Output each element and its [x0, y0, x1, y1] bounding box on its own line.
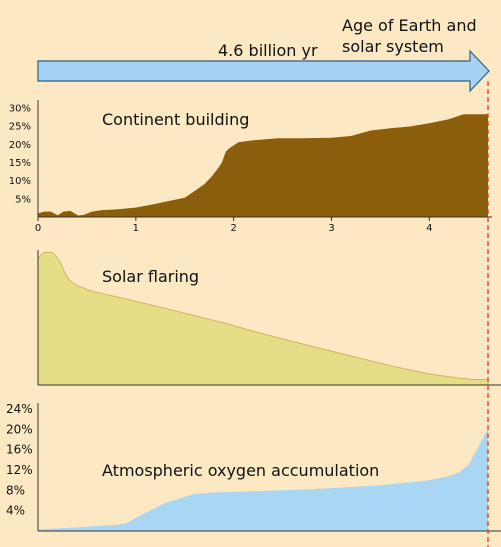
oxygen-y-tick-label: 4% [6, 504, 25, 518]
continent-y-tick-label: 25% [9, 122, 31, 133]
continent-y-tick-label: 30% [9, 104, 31, 115]
oxygen-title: Atmospheric oxygen accumulation [102, 461, 379, 480]
oxygen-y-tick-label: 20% [6, 422, 33, 436]
continent-y-tick-label: 5% [15, 194, 31, 205]
arrow-caption-line2: solar system [342, 37, 444, 56]
oxygen-y-tick-label: 16% [6, 443, 33, 457]
continent-area [38, 114, 488, 217]
continent-x-tick-label: 1 [133, 223, 139, 234]
solar-area [37, 252, 489, 386]
continent-title: Continent building [102, 110, 249, 129]
oxygen-area [38, 428, 488, 531]
solar-panel: Solar flaring [37, 250, 501, 386]
oxygen-y-ticks: 4% 8% 12% 16% 20% 24% [6, 402, 33, 518]
continent-x-ticks: 0 1 2 3 4 [35, 217, 432, 234]
continent-x-tick-label: 2 [231, 223, 237, 234]
continent-x-tick-label: 4 [426, 223, 432, 234]
oxygen-y-tick-label: 12% [6, 463, 33, 477]
oxygen-panel: 4% 8% 12% 16% 20% 24% Atmospheric oxygen accu… [6, 402, 501, 532]
arrow-caption-line1: Age of Earth and [342, 16, 477, 35]
continent-y-tick-label: 10% [9, 176, 31, 187]
continent-y-tick-label: 15% [9, 158, 31, 169]
solar-title: Solar flaring [102, 267, 199, 286]
continent-y-ticks: 5% 10% 15% 20% 25% 30% [9, 104, 31, 206]
continent-x-tick-label: 0 [35, 223, 41, 234]
continent-y-tick-label: 20% [9, 140, 31, 151]
oxygen-y-tick-label: 24% [6, 402, 33, 416]
continent-x-tick-label: 3 [328, 223, 334, 234]
arrow-label: 4.6 billion yr [218, 41, 318, 60]
oxygen-y-tick-label: 8% [6, 483, 25, 497]
continent-panel: 5% 10% 15% 20% 25% 30% 0 1 2 3 4 Continent buildi… [9, 100, 492, 234]
time-arrow [37, 49, 490, 93]
